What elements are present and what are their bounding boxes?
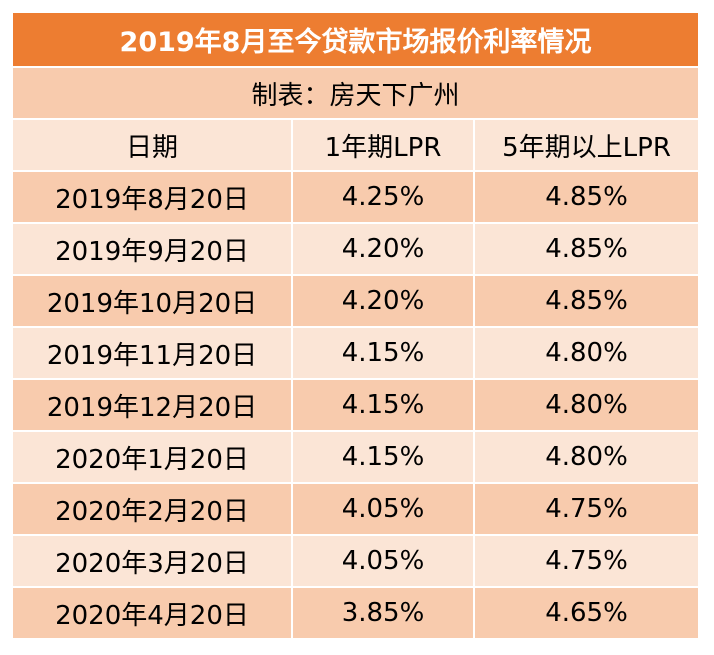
cell-5y-lpr: 4.80% bbox=[545, 442, 628, 472]
table-header-row: 日期 1年期LPR 5年期以上LPR bbox=[13, 120, 698, 172]
table-row: 2020年4月20日 3.85% 4.65% bbox=[13, 588, 698, 640]
cell-1y-lpr: 4.15% bbox=[293, 380, 475, 430]
table-row: 2020年2月20日 4.05% 4.75% bbox=[13, 484, 698, 536]
cell-1y-lpr: 3.85% bbox=[293, 588, 475, 638]
cell-date: 2019年9月20日 bbox=[13, 224, 293, 274]
cell-5y-lpr: 4.80% bbox=[545, 338, 628, 368]
table-row: 2019年10月20日 4.20% 4.85% bbox=[13, 276, 698, 328]
cell-date: 2020年1月20日 bbox=[13, 432, 293, 482]
table-row: 2019年11月20日 4.15% 4.80% bbox=[13, 328, 698, 380]
cell-1y-lpr: 4.25% bbox=[293, 172, 475, 222]
table-title-text: 2019年8月至今贷款市场报价利率情况 bbox=[119, 27, 592, 58]
cell-1y-lpr: 4.20% bbox=[293, 224, 475, 274]
table-row: 2019年8月20日 4.25% 4.85% bbox=[13, 172, 698, 224]
cell-date: 2019年12月20日 bbox=[13, 380, 293, 430]
table-source: 制表：房天下广州 bbox=[13, 68, 698, 120]
table-row: 2019年9月20日 4.20% 4.85% bbox=[13, 224, 698, 276]
cell-5y-lpr: 4.85% bbox=[545, 182, 628, 212]
cell-5y-lpr: 4.75% bbox=[545, 494, 628, 524]
cell-date: 2019年11月20日 bbox=[13, 328, 293, 378]
cell-date: 2019年8月20日 bbox=[13, 172, 293, 222]
table-row: 2020年1月20日 4.15% 4.80% bbox=[13, 432, 698, 484]
table-source-text: 制表：房天下广州 bbox=[251, 80, 460, 111]
cell-5y-lpr: 4.85% bbox=[545, 234, 628, 264]
header-1y-lpr: 1年期LPR bbox=[293, 120, 475, 170]
cell-1y-lpr: 4.20% bbox=[293, 276, 475, 326]
table-title: 2019年8月至今贷款市场报价利率情况 bbox=[13, 13, 698, 68]
cell-date: 2020年2月20日 bbox=[13, 484, 293, 534]
cell-date: 2020年3月20日 bbox=[13, 536, 293, 586]
header-date: 日期 bbox=[13, 120, 293, 170]
cell-1y-lpr: 4.05% bbox=[293, 536, 475, 586]
cell-date: 2020年4月20日 bbox=[13, 588, 293, 638]
table-row: 2020年3月20日 4.05% 4.75% bbox=[13, 536, 698, 588]
lpr-table: 2019年8月至今贷款市场报价利率情况 制表：房天下广州 日期 1年期LPR 5… bbox=[13, 13, 698, 640]
cell-1y-lpr: 4.15% bbox=[293, 328, 475, 378]
cell-5y-lpr: 4.85% bbox=[545, 286, 628, 316]
cell-date: 2019年10月20日 bbox=[13, 276, 293, 326]
header-5y-lpr: 5年期以上LPR bbox=[502, 132, 671, 163]
cell-1y-lpr: 4.05% bbox=[293, 484, 475, 534]
cell-5y-lpr: 4.65% bbox=[545, 598, 628, 628]
cell-1y-lpr: 4.15% bbox=[293, 432, 475, 482]
table-row: 2019年12月20日 4.15% 4.80% bbox=[13, 380, 698, 432]
cell-5y-lpr: 4.80% bbox=[545, 390, 628, 420]
cell-5y-lpr: 4.75% bbox=[545, 546, 628, 576]
